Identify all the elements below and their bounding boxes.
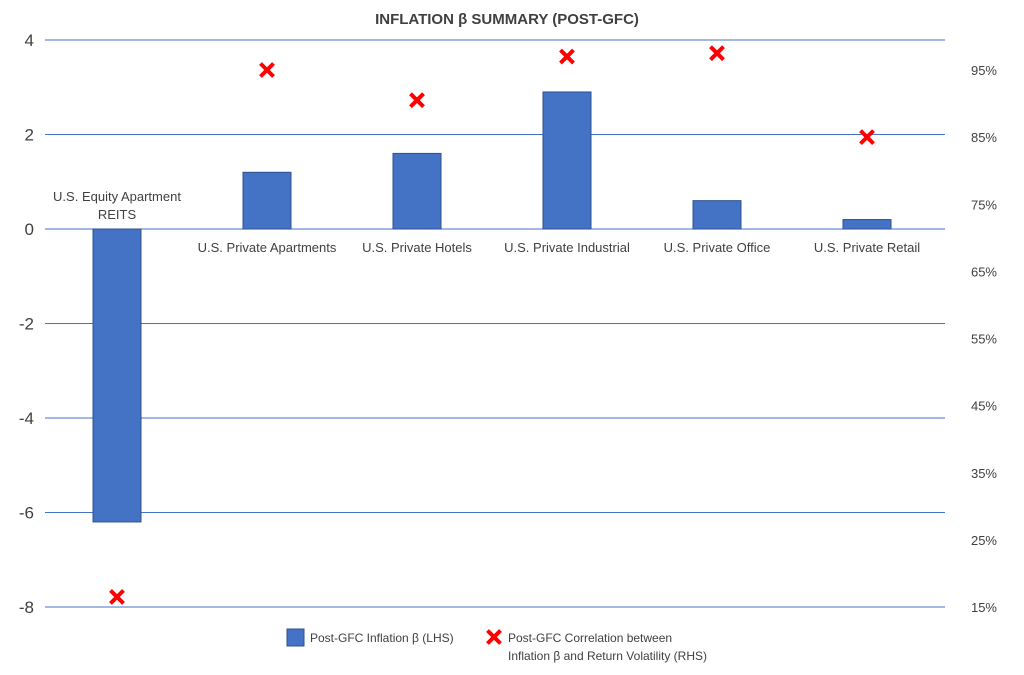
- x-marker-stroke: [409, 92, 425, 109]
- bar: [242, 171, 292, 230]
- right-tick-label: 95%: [971, 63, 997, 78]
- chart-title: INFLATION β SUMMARY (POST-GFC): [375, 11, 639, 28]
- left-axis-ticks: 4 2 0 -2 -4 -6 -8: [19, 31, 34, 617]
- right-tick-label: 65%: [971, 264, 997, 279]
- legend-bar-swatch: [286, 628, 305, 647]
- bar: [542, 91, 592, 230]
- left-tick-label: -2: [19, 315, 34, 334]
- legend-x-marker: [486, 629, 502, 645]
- x-marker: [859, 129, 875, 146]
- legend-marker-label: Inflation β and Return Volatility (RHS): [508, 649, 707, 663]
- legend: Post-GFC Inflation β (LHS) Post-GFC Corre…: [286, 628, 707, 663]
- bar: [92, 228, 142, 523]
- bar-series: [92, 91, 892, 523]
- x-marker-stroke: [486, 629, 502, 645]
- right-tick-label: 75%: [971, 197, 997, 212]
- x-marker-stroke: [859, 129, 875, 146]
- category-label: U.S. Private Industrial: [504, 240, 630, 255]
- legend-bar-label: Post-GFC Inflation β (LHS): [310, 631, 454, 645]
- right-tick-label: 25%: [971, 533, 997, 548]
- right-axis-ticks: 95% 85% 75% 65% 55% 45% 35% 25% 15%: [971, 63, 997, 615]
- bar: [692, 200, 742, 230]
- x-marker-stroke: [709, 45, 725, 62]
- right-tick-label: 85%: [971, 130, 997, 145]
- x-marker-stroke: [259, 62, 275, 78]
- left-tick-label: -6: [19, 504, 34, 523]
- x-marker-stroke: [559, 48, 575, 65]
- bar: [842, 219, 892, 230]
- left-tick-label: 4: [25, 31, 34, 50]
- category-label: U.S. Equity Apartment: [53, 189, 181, 204]
- right-tick-label: 55%: [971, 332, 997, 347]
- category-label: U.S. Private Apartments: [198, 240, 337, 255]
- right-tick-label: 35%: [971, 466, 997, 481]
- category-label: U.S. Private Retail: [814, 240, 920, 255]
- left-tick-label: -8: [19, 598, 34, 617]
- x-marker: [559, 48, 575, 65]
- category-labels: U.S. Equity Apartment REITS U.S. Private A…: [53, 189, 920, 255]
- x-marker: [409, 92, 425, 109]
- x-marker: [709, 45, 725, 62]
- x-marker: [109, 589, 125, 605]
- correlation-markers: [109, 45, 875, 605]
- left-tick-label: -4: [19, 409, 34, 428]
- right-tick-label: 45%: [971, 399, 997, 414]
- left-tick-label: 2: [25, 126, 34, 145]
- right-tick-label: 15%: [971, 600, 997, 615]
- gridlines: [45, 39, 945, 608]
- x-marker-stroke: [109, 589, 125, 605]
- category-label: REITS: [98, 207, 137, 222]
- category-label: U.S. Private Office: [664, 240, 771, 255]
- bar: [392, 152, 442, 230]
- legend-marker-label: Post-GFC Correlation between: [508, 631, 672, 645]
- left-tick-label: 0: [25, 220, 34, 239]
- x-marker: [259, 62, 275, 78]
- category-label: U.S. Private Hotels: [362, 240, 472, 255]
